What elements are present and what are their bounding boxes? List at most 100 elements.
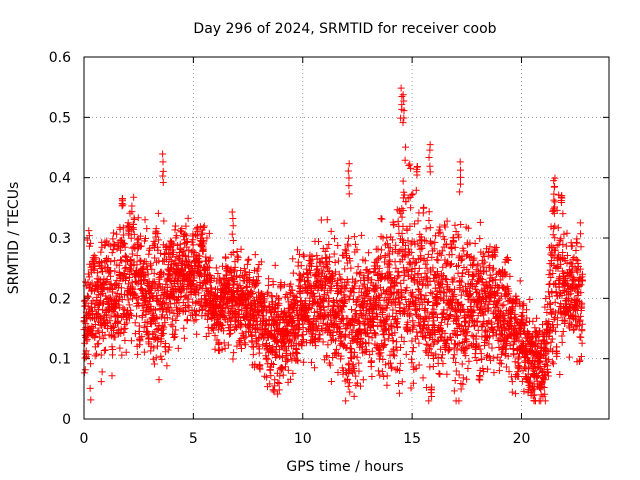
data-point xyxy=(83,236,91,244)
data-point xyxy=(180,247,188,255)
data-point xyxy=(101,241,109,249)
data-point xyxy=(119,239,127,247)
data-point xyxy=(167,321,175,329)
y-tick-label: 0.4 xyxy=(49,171,71,187)
data-point xyxy=(194,228,202,236)
data-point xyxy=(196,300,204,308)
data-point xyxy=(87,360,95,368)
data-point xyxy=(178,265,186,273)
data-point xyxy=(140,348,148,356)
data-point xyxy=(99,299,107,307)
data-point xyxy=(133,312,140,320)
data-point xyxy=(116,225,124,233)
data-point xyxy=(86,384,94,392)
data-point xyxy=(136,243,144,251)
data-point xyxy=(172,326,180,334)
data-point xyxy=(117,284,125,292)
data-point xyxy=(109,235,117,243)
data-point xyxy=(134,243,142,251)
data-point xyxy=(169,322,177,330)
data-point xyxy=(199,229,207,237)
data-point xyxy=(169,248,177,256)
data-point xyxy=(168,240,176,248)
data-point xyxy=(127,234,135,242)
data-point xyxy=(197,270,205,278)
data-point xyxy=(189,247,197,255)
x-tick-label: 5 xyxy=(189,431,198,447)
data-point xyxy=(210,308,217,316)
data-point xyxy=(147,260,155,268)
data-point xyxy=(105,306,113,314)
data-point xyxy=(152,225,160,233)
data-point xyxy=(130,216,138,224)
data-point xyxy=(180,324,188,332)
data-point xyxy=(168,264,175,272)
data-point xyxy=(125,301,133,309)
data-point xyxy=(154,287,162,295)
data-point xyxy=(109,246,117,254)
data-point xyxy=(155,321,163,329)
data-point xyxy=(84,293,92,301)
data-point xyxy=(99,335,107,343)
data-point xyxy=(141,216,149,224)
data-point xyxy=(97,248,105,256)
data-point xyxy=(109,345,117,353)
data-point xyxy=(91,262,99,270)
data-point xyxy=(161,300,168,308)
data-point xyxy=(185,303,193,311)
data-point xyxy=(143,263,151,271)
data-point xyxy=(126,310,134,318)
data-point xyxy=(159,330,167,338)
data-point xyxy=(171,284,179,292)
data-point xyxy=(198,241,206,249)
data-point xyxy=(84,292,91,300)
data-point xyxy=(210,297,218,305)
data-point xyxy=(151,254,159,262)
data-point xyxy=(170,240,178,248)
data-point xyxy=(200,222,208,230)
data-point xyxy=(202,295,210,303)
data-point xyxy=(107,258,115,266)
data-point xyxy=(119,224,127,232)
data-point xyxy=(120,325,128,333)
data-point xyxy=(154,342,161,350)
x-tick-label: 10 xyxy=(294,431,312,447)
axis-ticks: 00.10.20.30.40.50.60 5 10 15 20 xyxy=(49,50,609,447)
data-point xyxy=(95,340,103,348)
data-point xyxy=(111,333,119,341)
data-point xyxy=(96,333,104,341)
data-point xyxy=(133,261,141,269)
data-point xyxy=(99,268,107,276)
data-point xyxy=(184,301,192,309)
data-point xyxy=(101,346,109,354)
data-point xyxy=(162,280,170,288)
data-point xyxy=(190,274,198,282)
data-point xyxy=(163,314,171,322)
data-point xyxy=(122,348,130,356)
data-point xyxy=(138,302,146,310)
data-point xyxy=(165,249,173,257)
data-point xyxy=(152,306,160,314)
data-point xyxy=(205,329,213,337)
data-point xyxy=(130,193,138,201)
data-point xyxy=(153,315,161,323)
x-axis-label: GPS time / hours xyxy=(286,459,403,475)
data-point xyxy=(83,336,91,344)
data-point xyxy=(87,239,95,247)
data-point xyxy=(108,372,116,380)
data-point xyxy=(83,315,91,323)
data-point xyxy=(136,232,144,240)
data-point xyxy=(85,227,93,235)
data-point xyxy=(124,219,132,227)
data-point xyxy=(133,252,141,260)
data-point xyxy=(205,229,213,237)
data-point xyxy=(103,314,111,322)
data-point xyxy=(180,285,188,293)
data-point xyxy=(174,344,182,352)
data-point xyxy=(154,325,162,333)
data-point xyxy=(192,291,200,299)
data-point xyxy=(103,275,111,283)
data-point xyxy=(127,306,135,314)
data-point xyxy=(109,285,117,293)
